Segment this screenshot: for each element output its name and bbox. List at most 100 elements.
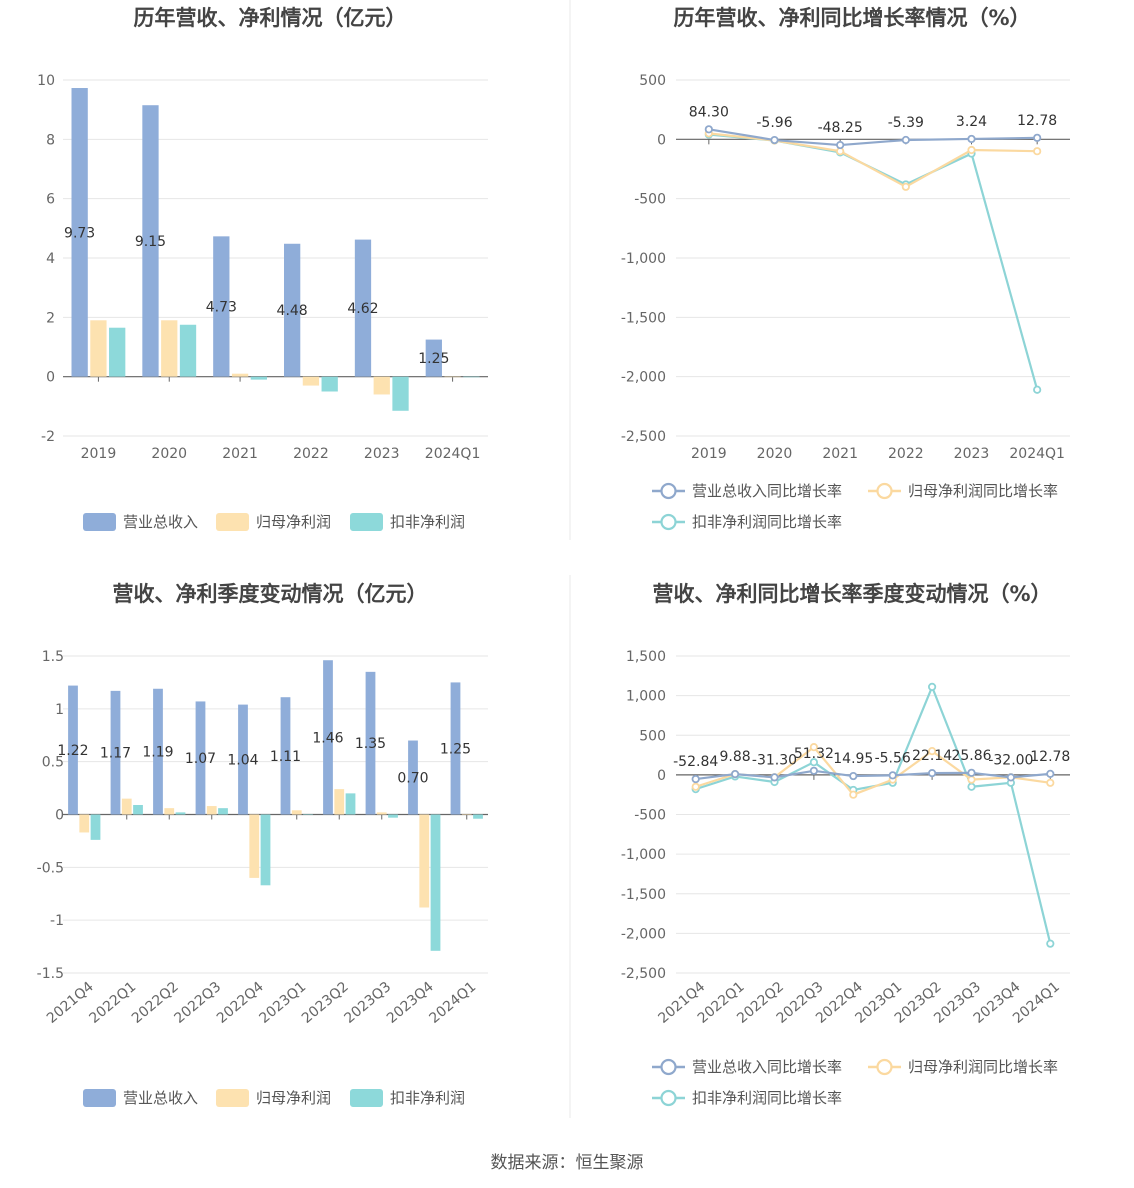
legend-label: 营业总收入同比增长率 [692, 482, 842, 500]
data-label: 25.86 [951, 748, 991, 764]
data-point [809, 766, 819, 775]
data-point [704, 125, 713, 134]
legend-label: 营业总收入 [123, 1089, 198, 1107]
bar-deducted-profit [392, 376, 409, 411]
x-tick-label: 2024Q1 [425, 446, 481, 462]
data-label: 4.73 [206, 300, 237, 316]
bar-revenue [68, 685, 78, 815]
bar-net-profit [302, 376, 320, 386]
bar-deducted-profit [109, 327, 126, 377]
bar-net-profit [231, 373, 249, 377]
y-tick-label: -0.5 [37, 860, 64, 876]
bar-revenue [213, 236, 230, 377]
bar-net-profit [79, 814, 90, 833]
legend-label: 营业总收入同比增长率 [692, 1058, 842, 1076]
data-point [836, 140, 845, 150]
x-tick-label: 2022Q3 [171, 979, 224, 1027]
data-label: 1.17 [100, 746, 131, 762]
x-tick-label: 2023 [364, 446, 400, 462]
x-tick-label: 2024Q1 [426, 979, 479, 1027]
data-label: 4.48 [277, 303, 308, 319]
bar-net-profit [291, 810, 302, 815]
legend-label: 扣非净利润 [390, 513, 465, 531]
chart-title: 历年营收、净利同比增长率情况（%） [673, 6, 1030, 30]
bar-deducted-profit [463, 376, 480, 378]
y-tick-label: -500 [634, 192, 666, 208]
bar-deducted-profit [473, 814, 483, 819]
data-point [901, 182, 910, 191]
data-label: 1.25 [418, 351, 449, 367]
legend-label: 扣非净利润 [390, 1089, 465, 1107]
legend-label: 归母净利润 [256, 1089, 331, 1107]
bar-revenue [195, 701, 206, 815]
data-source: 数据来源：恒生聚源 [491, 1153, 644, 1173]
y-tick-label: 4 [46, 251, 55, 267]
legend-marker [660, 482, 677, 500]
chart-title: 营收、净利季度变动情况（亿元） [113, 582, 428, 606]
x-tick-label: 2023 [954, 446, 990, 462]
legend-swatch [83, 1089, 116, 1107]
y-tick-label: -2 [41, 429, 55, 445]
data-point [849, 790, 858, 799]
data-point [1046, 769, 1055, 778]
y-tick-label: 0.5 [42, 755, 64, 771]
y-tick-label: -1,000 [621, 251, 666, 267]
bar-revenue [425, 339, 442, 377]
legend-label: 扣非净利润同比增长率 [692, 1089, 842, 1107]
data-label: -31.30 [752, 752, 797, 768]
data-label: 1.11 [270, 749, 301, 765]
data-label: 4.62 [347, 301, 378, 317]
y-tick-label: -500 [634, 808, 666, 824]
y-tick-label: -2,500 [621, 429, 666, 445]
bar-deducted-profit [430, 814, 441, 951]
y-tick-label: 0 [55, 808, 64, 824]
bar-deducted-profit [175, 812, 186, 815]
y-tick-label: -1,500 [621, 310, 666, 326]
data-point [967, 782, 976, 791]
bar-deducted-profit [90, 814, 101, 840]
data-point [967, 134, 976, 144]
legend-swatch [350, 513, 383, 531]
y-tick-label: 2 [46, 310, 55, 326]
y-tick-label: 0 [657, 132, 666, 148]
x-tick-label: 2019 [81, 446, 117, 462]
data-label: 1.46 [312, 730, 343, 746]
x-tick-label: 2021Q4 [44, 979, 97, 1027]
data-label: 9.73 [64, 225, 95, 241]
bar-net-profit [419, 814, 430, 908]
data-label: 1.25 [440, 741, 471, 757]
y-tick-label: -1,500 [621, 887, 666, 903]
data-point [927, 746, 937, 756]
data-label: 9.15 [135, 234, 166, 250]
data-point [809, 758, 819, 767]
bar-net-profit [461, 814, 472, 815]
bar-deducted-profit [250, 376, 267, 380]
data-point [691, 782, 700, 791]
y-tick-label: -1,000 [621, 847, 666, 863]
bar-deducted-profit [133, 804, 143, 815]
x-tick-label: 2021 [222, 446, 258, 462]
y-tick-label: 0 [46, 370, 55, 386]
data-label: 9.88 [720, 749, 751, 765]
x-tick-label: 2020 [757, 446, 793, 462]
data-label: 12.78 [1017, 113, 1057, 129]
x-tick-label: 2019 [691, 446, 727, 462]
bar-net-profit [164, 808, 175, 815]
quarterly-growth-rate-line-chart: 营收、净利同比增长率季度变动情况（%） 1,500 1,000 500 0 -500 -1… [621, 582, 1070, 1107]
x-tick-label: 2022Q1 [86, 979, 139, 1027]
legend-swatch [83, 513, 116, 531]
x-tick-label: 2022Q2 [129, 979, 182, 1027]
data-label: -5.56 [875, 750, 911, 766]
bar-revenue [354, 239, 372, 377]
bar-revenue [280, 697, 291, 815]
bar-revenue [153, 688, 163, 815]
legend-swatch [350, 1089, 383, 1107]
legend-label: 归母净利润同比增长率 [908, 482, 1058, 500]
bar-revenue [238, 704, 248, 815]
data-point [1033, 133, 1042, 142]
y-tick-label: 1 [55, 702, 64, 718]
data-point [967, 775, 976, 784]
bar-revenue [71, 88, 88, 377]
y-tick-label: 6 [46, 192, 55, 208]
